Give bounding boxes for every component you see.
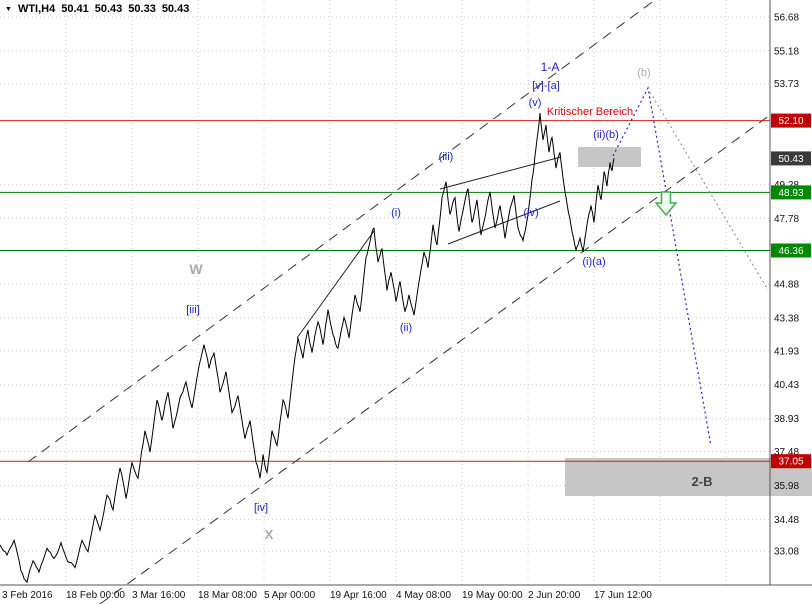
price-badge-label: 37.05 [778, 457, 803, 468]
wave-1-a-label[interactable]: 1-A [541, 60, 560, 74]
price-badge-label: 52.10 [778, 116, 803, 127]
x-axis-tick-label: 5 Apr 00:00 [264, 590, 316, 601]
wave-b-alt-label[interactable]: (b) [637, 67, 650, 79]
price-badge [771, 151, 811, 166]
y-axis-tick-label: 35.98 [774, 481, 799, 492]
x-axis-tick-label: 2 Jun 20:00 [528, 590, 581, 601]
x-axis-tick-label: 3 Mar 16:00 [132, 590, 186, 601]
wave-i-a-label[interactable]: (i)(a) [582, 256, 605, 268]
price-badge-label: 46.36 [778, 246, 803, 257]
price-badge [771, 113, 811, 128]
channel-trendline[interactable] [27, 0, 656, 463]
y-axis-tick-label: 38.93 [774, 414, 799, 425]
wave-v-label[interactable]: (v) [529, 97, 542, 109]
x-axis-tick-label: 17 Jun 12:00 [594, 590, 652, 601]
x-axis-tick-label: 18 Mar 08:00 [198, 590, 257, 601]
price-badge [771, 243, 811, 258]
y-axis-tick-label: 33.08 [774, 547, 799, 558]
trendline[interactable] [439, 156, 562, 190]
y-axis-tick-label: 44.88 [774, 280, 799, 291]
projection-path[interactable] [612, 86, 712, 447]
y-axis-tick-label: 40.43 [774, 380, 799, 391]
wave-x-label[interactable]: X [265, 527, 274, 542]
y-axis-tick-label: 56.68 [774, 13, 799, 24]
y-axis-tick-label: 37.48 [774, 447, 799, 458]
kritischer-bereich-label[interactable]: Kritischer Bereich [547, 106, 633, 118]
zone-2b-label[interactable]: 2-B [692, 474, 713, 489]
trendline[interactable] [447, 200, 561, 245]
wave-iii-label[interactable]: (iii) [439, 151, 454, 163]
ohlc-close: 50.43 [161, 3, 190, 15]
price-badge-label: 50.43 [778, 154, 803, 165]
y-axis-tick-label: 34.48 [774, 515, 799, 526]
wave-w-label[interactable]: W [189, 261, 203, 277]
wave-iv-major-label[interactable]: [iv] [254, 502, 268, 514]
symbol-dropdown-icon: ▼ [5, 5, 12, 13]
ohlc-open: 50.41 [61, 3, 89, 15]
x-axis-tick-label: 3 Feb 2016 [2, 590, 53, 601]
chart-title: ▼ WTI,H4 50.41 50.43 50.33 50.43 [5, 3, 189, 15]
ohlc-high: 50.43 [94, 3, 123, 15]
y-axis-tick-label: 43.38 [774, 314, 799, 325]
x-axis-tick-label: 18 Feb 00:00 [66, 590, 125, 601]
y-axis-tick-label: 41.93 [774, 346, 799, 357]
trendline[interactable] [296, 230, 375, 339]
x-axis-tick-label: 19 May 00:00 [462, 590, 523, 601]
down-arrow-icon[interactable] [654, 191, 678, 217]
price-badge-label: 48.93 [778, 188, 803, 199]
chart-symbol-label: WTI,H4 [17, 3, 56, 15]
y-axis-tick-label: 47.78 [774, 214, 799, 225]
y-axis-tick-label: 55.18 [774, 46, 799, 57]
x-axis-tick-label: 19 Apr 16:00 [330, 590, 387, 601]
wave-iv-label[interactable]: (iv) [523, 207, 538, 219]
wave-v-a-label[interactable]: [v]-[a] [532, 80, 560, 92]
y-axis-tick-label: 53.73 [774, 79, 799, 90]
target-zone-2b[interactable] [565, 458, 812, 496]
price-consolidation-zone[interactable] [578, 147, 641, 167]
channel-trendline[interactable] [99, 114, 771, 604]
wave-ii-b-label[interactable]: (ii)(b) [593, 129, 619, 141]
price-badge [771, 454, 811, 469]
wave-i-label[interactable]: (i) [391, 207, 401, 219]
ohlc-low: 50.33 [128, 3, 156, 15]
price-badge [771, 185, 811, 200]
price-line [0, 112, 615, 584]
x-axis-tick-label: 4 May 08:00 [396, 590, 451, 601]
projection-path[interactable] [649, 91, 769, 291]
wave-ii-label[interactable]: (ii) [400, 322, 412, 334]
wave-iii-major-label[interactable]: [iii] [186, 304, 199, 316]
